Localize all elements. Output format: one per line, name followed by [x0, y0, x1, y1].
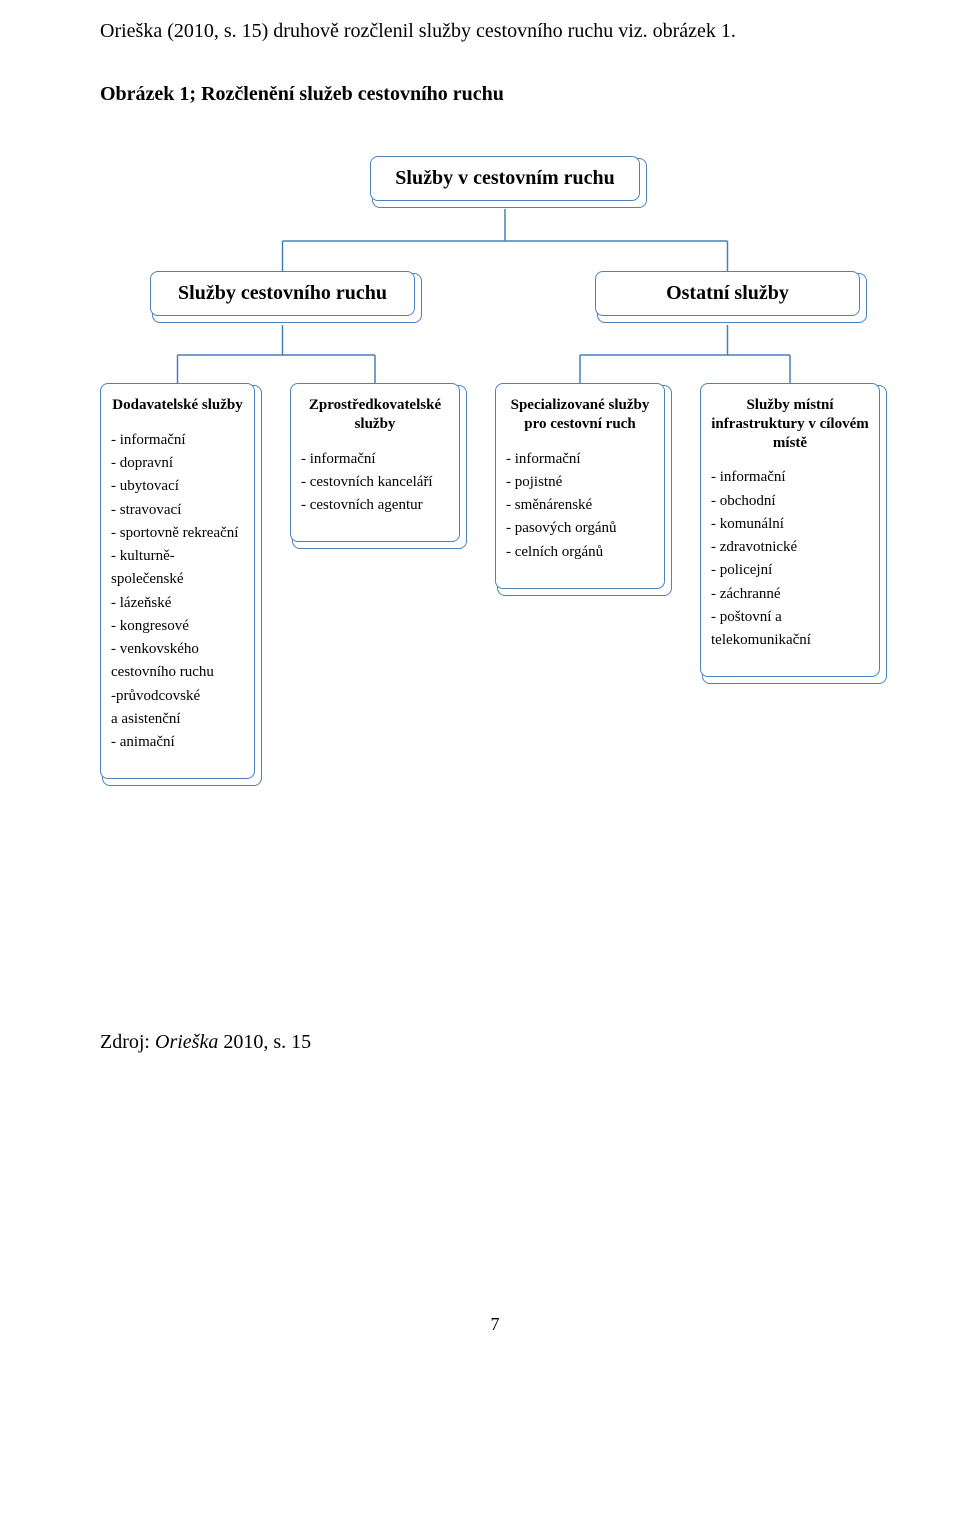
leaf3-items: - informační- pojistné- směnárenské- pas…	[506, 448, 654, 564]
intro-text: Orieška (2010, s. 15) druhově rozčlenil …	[100, 20, 890, 43]
leaf-node-1: Dodavatelské služby - informační- doprav…	[100, 383, 255, 779]
list-item: - informační	[301, 448, 449, 471]
org-chart-diagram: Služby v cestovním ruchu Služby cestovní…	[100, 156, 890, 746]
list-item: - komunální	[711, 513, 869, 536]
level2-right-label: Ostatní služby	[614, 282, 841, 305]
level2-right-node: Ostatní služby	[595, 271, 860, 316]
list-item: - dopravní	[111, 452, 244, 475]
list-item: - sportovně rekreační	[111, 522, 244, 545]
list-item: - poštovní a telekomunikační	[711, 606, 869, 653]
leaf4-title: Služby místní infrastruktury v cílovém m…	[711, 396, 869, 452]
list-item: - cestovních agentur	[301, 494, 449, 517]
source-citation: Zdroj: Orieška 2010, s. 15	[100, 1031, 890, 1054]
list-item: -průvodcovské	[111, 685, 244, 708]
leaf3-title: Specializované služby pro cestovní ruch	[506, 396, 654, 434]
leaf1-items: - informační- dopravní- ubytovací- strav…	[111, 429, 244, 755]
list-item: - informační	[711, 466, 869, 489]
list-item: - zdravotnické	[711, 536, 869, 559]
page-number: 7	[100, 1314, 890, 1335]
source-prefix: Zdroj:	[100, 1031, 155, 1053]
list-item: - směnárenské	[506, 494, 654, 517]
list-item: - pojistné	[506, 471, 654, 494]
list-item: - celních orgánů	[506, 541, 654, 564]
list-item: a asistenční	[111, 708, 244, 731]
leaf2-items: - informační- cestovních kanceláří- cest…	[301, 448, 449, 518]
list-item: - animační	[111, 731, 244, 754]
leaf4-items: - informační- obchodní- komunální- zdrav…	[711, 466, 869, 652]
list-item: - kulturně-společenské	[111, 545, 244, 592]
list-item: - cestovních kanceláří	[301, 471, 449, 494]
list-item: - ubytovací	[111, 475, 244, 498]
root-node: Služby v cestovním ruchu	[370, 156, 640, 201]
leaf-node-3: Specializované služby pro cestovní ruch …	[495, 383, 665, 589]
list-item: - stravovací	[111, 499, 244, 522]
level2-left-node: Služby cestovního ruchu	[150, 271, 415, 316]
leaf-node-4: Služby místní infrastruktury v cílovém m…	[700, 383, 880, 677]
source-suffix: 2010, s. 15	[218, 1031, 311, 1053]
list-item: - pasových orgánů	[506, 517, 654, 540]
list-item: - venkovského cestovního ruchu	[111, 638, 244, 685]
list-item: - informační	[506, 448, 654, 471]
leaf1-title: Dodavatelské služby	[111, 396, 244, 415]
root-label: Služby v cestovním ruchu	[389, 167, 621, 190]
figure-caption: Obrázek 1; Rozčlenění služeb cestovního …	[100, 83, 890, 106]
list-item: - policejní	[711, 559, 869, 582]
source-italic: Orieška	[155, 1031, 218, 1053]
leaf-node-2: Zprostředkovatelské služby - informační-…	[290, 383, 460, 542]
level2-left-label: Služby cestovního ruchu	[169, 282, 396, 305]
list-item: - obchodní	[711, 490, 869, 513]
list-item: - kongresové	[111, 615, 244, 638]
list-item: - lázeňské	[111, 592, 244, 615]
leaf2-title: Zprostředkovatelské služby	[301, 396, 449, 434]
list-item: - záchranné	[711, 583, 869, 606]
list-item: - informační	[111, 429, 244, 452]
